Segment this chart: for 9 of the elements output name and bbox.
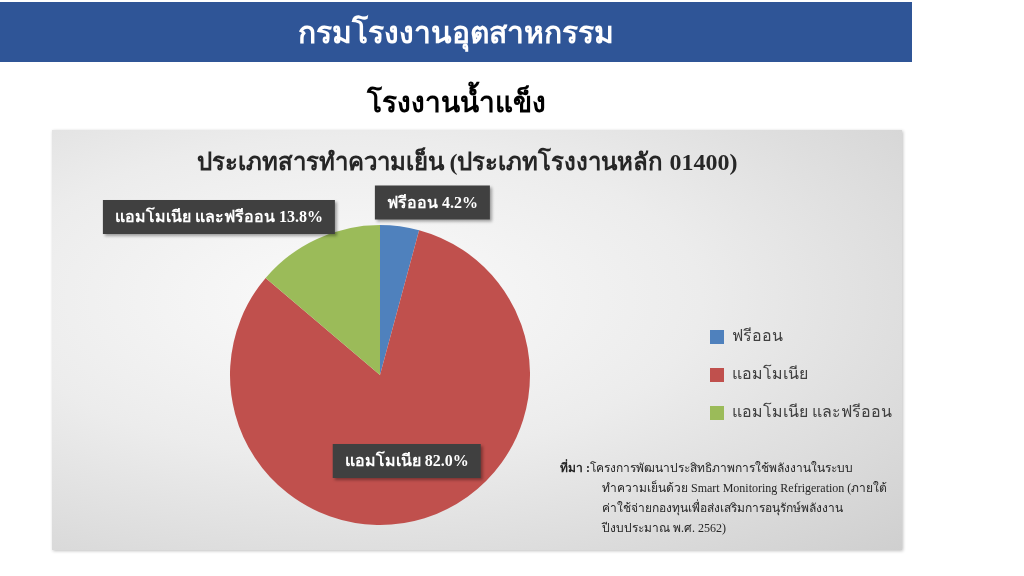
legend-label: แอมโมเนีย bbox=[732, 364, 808, 383]
legend-label: แอมโมเนีย และฟรีออน bbox=[732, 402, 892, 421]
text: ที่มา :โครงการพัฒนาประสิทธิภาพการใช้พลังงานในระบบทำความเย็นด้วย Smart Monitoring Refrigeration (ภายใต้ค่าใช้จ่ายกองทุนเพื่อส่งเสริมการอนุรักษ์พลังงาน ปีงบประมาณ พ.ศ. 2562) bbox=[560, 461, 888, 535]
chart-subtitle: ประเภทสารทำความเย็น (ประเภทโรงงานหลัก 01400) bbox=[196, 149, 738, 175]
legend-label: ฟรีออน bbox=[732, 327, 783, 345]
data-label: แอมโมเนีย และฟรีออน 13.8% bbox=[114, 206, 323, 226]
text: กรมโรงงานอุตสาหกรรม bbox=[298, 14, 614, 54]
data-label: แอมโมเนีย 82.0% bbox=[344, 450, 469, 470]
data-label: ฟรีออน 4.2% bbox=[386, 192, 478, 211]
